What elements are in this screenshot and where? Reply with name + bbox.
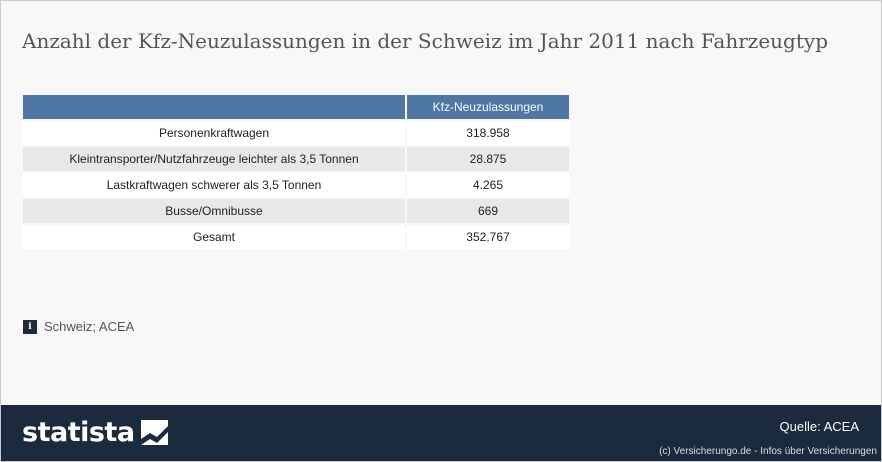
data-table: Kfz-Neuzulassungen Personenkraftwagen 31… (21, 93, 571, 251)
table-row: Personenkraftwagen 318.958 (23, 121, 569, 145)
row-value: 4.265 (407, 173, 569, 197)
info-icon[interactable]: i (23, 319, 37, 334)
statista-logo-icon (140, 420, 168, 445)
footer-bar: statista Quelle: ACEA (c) Versicherungo.… (1, 405, 881, 461)
row-value: 318.958 (407, 121, 569, 145)
statista-logo[interactable]: statista (22, 417, 168, 448)
row-value: 352.767 (407, 225, 569, 249)
row-label: Lastkraftwagen schwerer als 3,5 Tonnen (23, 173, 405, 197)
row-label: Personenkraftwagen (23, 121, 405, 145)
source-label: Quelle: ACEA (779, 419, 860, 434)
source-note: i Schweiz; ACEA (23, 319, 134, 334)
logo-text: statista (22, 417, 135, 448)
table-row: Kleintransporter/Nutzfahrzeuge leichter … (23, 147, 569, 171)
row-label: Gesamt (23, 225, 405, 249)
table-row: Gesamt 352.767 (23, 225, 569, 249)
chart-title: Anzahl der Kfz-Neuzulassungen in der Sch… (22, 29, 828, 53)
row-label: Busse/Omnibusse (23, 199, 405, 223)
row-value: 669 (407, 199, 569, 223)
source-note-text: Schweiz; ACEA (44, 319, 135, 334)
table-header-row: Kfz-Neuzulassungen (23, 95, 569, 119)
copyright-link[interactable]: (c) Versicherungo.de - Infos über Versic… (659, 446, 877, 457)
column-header-label (23, 95, 405, 119)
column-header-value: Kfz-Neuzulassungen (407, 95, 569, 119)
table-row: Busse/Omnibusse 669 (23, 199, 569, 223)
row-label: Kleintransporter/Nutzfahrzeuge leichter … (23, 147, 405, 171)
table-row: Lastkraftwagen schwerer als 3,5 Tonnen 4… (23, 173, 569, 197)
row-value: 28.875 (407, 147, 569, 171)
